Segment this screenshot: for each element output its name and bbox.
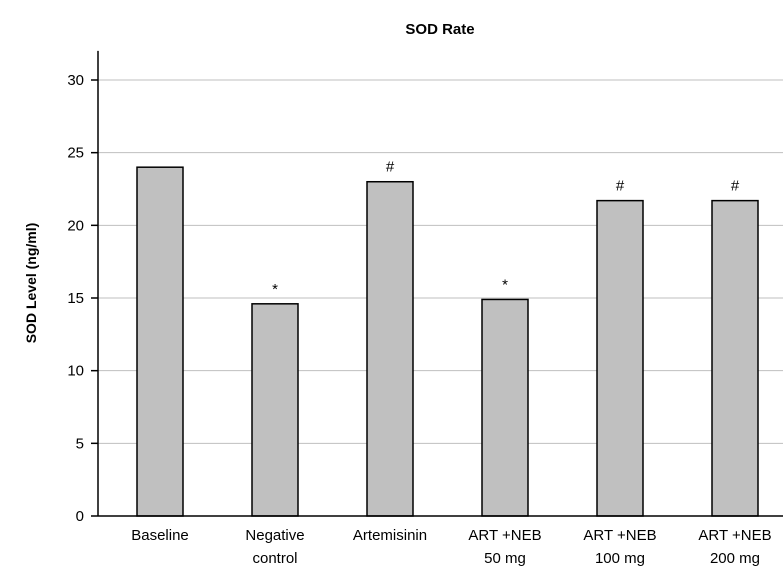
y-axis-label: SOD Level (ng/ml): [23, 223, 39, 344]
axes: [97, 50, 783, 517]
bar-annotation: *: [502, 276, 508, 293]
x-category-label: 200 mg: [710, 550, 760, 567]
chart-title: SOD Rate: [405, 21, 474, 38]
bar-annotation: #: [386, 159, 395, 176]
gridlines: [98, 79, 783, 444]
bar-annotation: #: [731, 178, 740, 195]
y-tick-label: 0: [76, 508, 84, 525]
bar: [481, 298, 529, 517]
y-ticks: 0 5 10 15 20 25 30: [67, 72, 98, 525]
bar-annotation: *: [272, 281, 278, 298]
x-category-label: Artemisinin: [353, 527, 427, 544]
x-category-label: control: [252, 550, 297, 567]
y-tick-label: 20: [67, 217, 84, 234]
y-tick-label: 15: [67, 290, 84, 307]
x-category-label: Baseline: [131, 527, 189, 544]
x-category-label: ART +NEB: [583, 527, 656, 544]
y-tick-label: 5: [76, 435, 84, 452]
bar: [366, 180, 414, 517]
x-category-label: 50 mg: [484, 550, 526, 567]
bars-group: [136, 166, 759, 517]
x-category-label: 100 mg: [595, 550, 645, 567]
x-category-label: Negative: [245, 527, 304, 544]
bar: [596, 199, 644, 517]
x-category-label: ART +NEB: [468, 527, 541, 544]
y-tick-label: 25: [67, 145, 84, 162]
bar-annotation: #: [616, 178, 625, 195]
annotations: * # * # #: [272, 159, 740, 298]
bar: [251, 303, 299, 517]
x-categories: Baseline Negative control Artemisinin ART +N…: [131, 527, 771, 567]
x-category-label: ART +NEB: [698, 527, 771, 544]
y-tick-label: 30: [67, 72, 84, 89]
y-tick-label: 10: [67, 363, 84, 380]
bar: [136, 166, 184, 517]
bar: [711, 199, 759, 517]
